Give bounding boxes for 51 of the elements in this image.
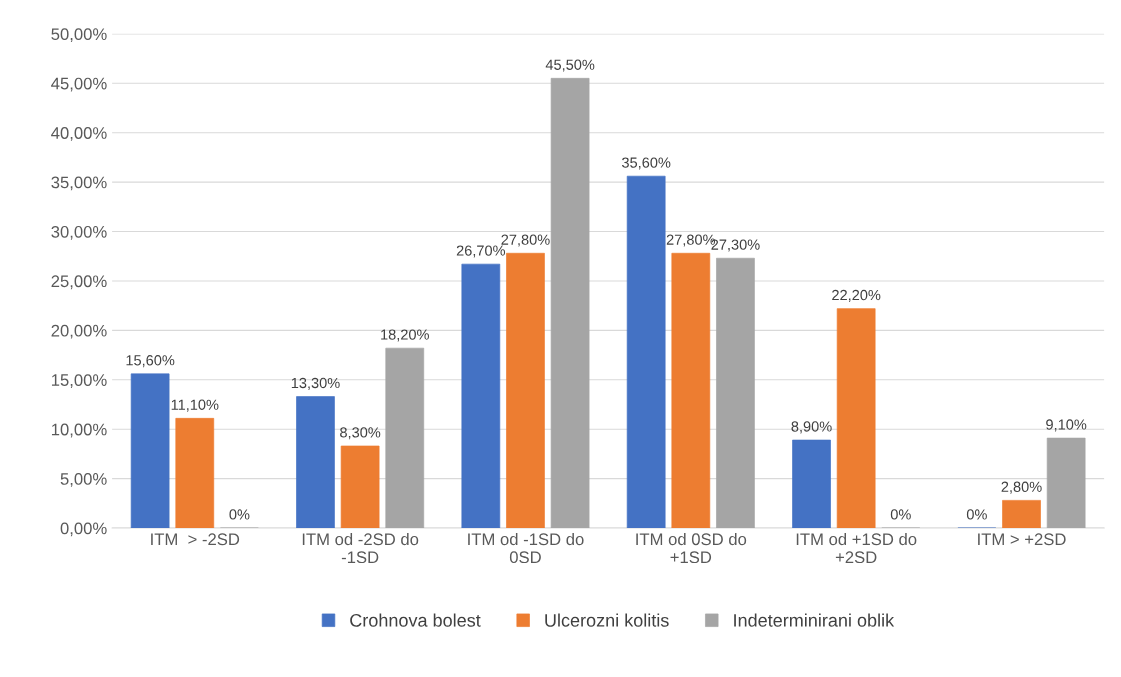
bar [836, 308, 876, 529]
data-label: 0% [890, 509, 911, 520]
y-tick-label: 15,00% [51, 374, 107, 388]
x-tick-label: ITM > +2SD [978, 533, 1066, 546]
data-label: 15,60% [126, 355, 175, 368]
legend-label: Crohnova bolest [350, 613, 481, 627]
x-tick-label: ITM > -2SD [151, 533, 240, 546]
y-tick-label: 35,00% [51, 176, 107, 191]
data-label: 0% [229, 509, 250, 520]
bar [1002, 500, 1041, 529]
y-tick-label: 10,00% [51, 423, 107, 438]
x-tick-label: ITM od -1SD do 0SD [468, 532, 584, 564]
bar [716, 257, 755, 529]
x-tick-label: ITM od 0SD do +1SD [636, 532, 747, 564]
data-label: 26,70% [456, 245, 506, 258]
bar [1046, 437, 1086, 529]
data-label: 18,20% [381, 329, 429, 342]
data-label: 9,10% [1046, 419, 1087, 432]
y-tick-label: 20,00% [51, 324, 107, 339]
y-tick-label: 40,00% [51, 127, 107, 141]
bar [792, 439, 831, 529]
data-label: 22,20% [832, 289, 881, 302]
y-tick-label: 5,00% [60, 473, 107, 487]
data-label: 27,80% [501, 234, 550, 247]
bar [175, 418, 215, 529]
bar [626, 175, 666, 529]
bar [340, 445, 380, 529]
bar [671, 252, 711, 529]
y-tick-label: 0,00% [60, 522, 107, 537]
legend-label: Ulcerozni kolitis [545, 613, 669, 627]
data-label: 35,60% [622, 157, 671, 170]
x-tick-label: ITM od -2SD do -1SD [302, 532, 419, 564]
data-label: 13,30% [291, 377, 340, 390]
bar [506, 252, 545, 529]
data-label: 8,90% [791, 421, 832, 434]
bar [130, 373, 170, 529]
y-tick-label: 25,00% [51, 275, 107, 290]
bar [461, 263, 501, 529]
y-tick-label: 50,00% [51, 28, 107, 43]
data-label: 11,10% [171, 399, 219, 412]
bar [550, 77, 590, 529]
data-label: 2,80% [1001, 481, 1042, 494]
y-tick-label: 30,00% [51, 225, 107, 240]
x-tick-label: ITM od +1SD do +2SD [796, 532, 917, 564]
data-label: 0% [966, 509, 987, 520]
legend-label: Indeterminirani oblik [734, 613, 895, 627]
bar [385, 347, 425, 529]
data-label: 45,50% [545, 59, 595, 72]
y-tick-label: 45,00% [51, 77, 107, 92]
bar [296, 396, 335, 529]
data-label: 8,30% [340, 427, 381, 440]
